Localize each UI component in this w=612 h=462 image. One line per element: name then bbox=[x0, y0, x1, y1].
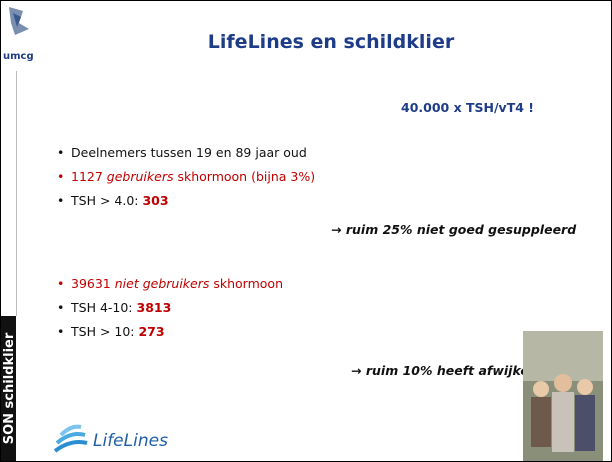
slide: umcg SON schildklier LifeLines en schild… bbox=[0, 0, 612, 462]
lifelines-logo: LifeLines bbox=[93, 431, 168, 451]
title: LifeLines en schildklier bbox=[61, 31, 601, 53]
run: 273 bbox=[138, 324, 164, 339]
run: 1127 bbox=[71, 169, 107, 184]
photo bbox=[523, 331, 603, 461]
run: skhormoon (bijna 3%) bbox=[173, 169, 315, 184]
lifelines-icon bbox=[51, 421, 91, 459]
run: niet gebruikers bbox=[115, 276, 210, 291]
bullet: 39631 niet gebruikers skhormoon bbox=[71, 276, 283, 291]
run: skhormoon bbox=[209, 276, 283, 291]
bullet: TSH 4-10: 3813 bbox=[71, 300, 171, 315]
bullet: Deelnemers tussen 19 en 89 jaar oud bbox=[71, 145, 307, 160]
run: TSH 4-10: bbox=[71, 300, 137, 315]
note: → ruim 25% niet goed gesuppleerd bbox=[331, 222, 576, 237]
run: gebruikers bbox=[107, 169, 174, 184]
run: 3813 bbox=[137, 300, 172, 315]
run: 303 bbox=[142, 193, 168, 208]
arrow: → bbox=[351, 363, 361, 378]
sidebar-label: SON schildklier bbox=[2, 316, 17, 461]
run: ruim 25% niet goed gesuppleerd bbox=[346, 222, 576, 237]
bullet: TSH > 10: 273 bbox=[71, 324, 165, 339]
umcg-logo: umcg bbox=[3, 51, 34, 62]
bullet: TSH > 4.0: 303 bbox=[71, 193, 169, 208]
run: TSH > 4.0: bbox=[71, 193, 142, 208]
run: Deelnemers tussen 19 en 89 jaar oud bbox=[71, 145, 307, 160]
subtitle: 40.000 x TSH/vT4 ! bbox=[401, 100, 534, 115]
arrow: → bbox=[331, 222, 341, 237]
sidebar-rule bbox=[16, 71, 17, 316]
run: TSH > 10: bbox=[71, 324, 138, 339]
bullet: 1127 gebruikers skhormoon (bijna 3%) bbox=[71, 169, 315, 184]
run: 39631 bbox=[71, 276, 115, 291]
